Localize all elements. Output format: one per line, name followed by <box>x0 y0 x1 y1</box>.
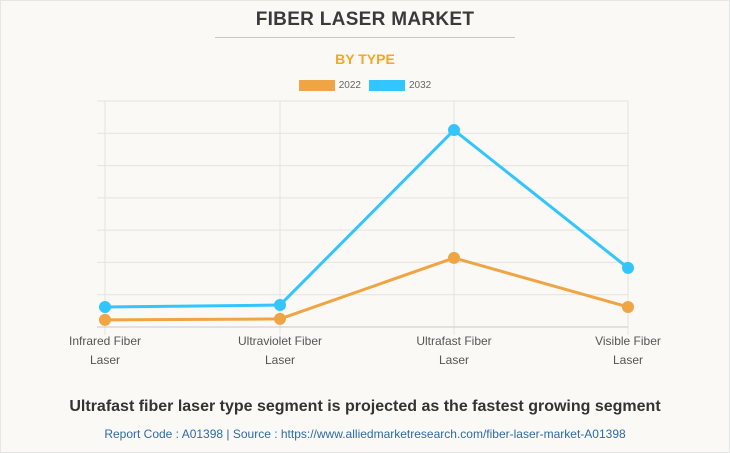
source-footer: Report Code : A01398 | Source : https://… <box>104 427 626 441</box>
legend: 2022 2032 <box>0 80 730 91</box>
x-tick-label-line: Laser <box>265 353 295 367</box>
legend-item-2032[interactable]: 2032 <box>369 80 431 91</box>
data-point-2032 <box>622 261 634 274</box>
x-tick-label: Visible Fiber Laser <box>595 334 661 367</box>
chart-headline: Ultrafast fiber laser type segment is pr… <box>69 398 661 415</box>
data-point-2032 <box>274 299 286 312</box>
x-tick-label-line: Visible Fiber <box>595 334 661 348</box>
title-divider <box>215 37 515 38</box>
data-point-2032 <box>99 300 111 313</box>
series-line-2032 <box>104 128 629 309</box>
data-point-2022 <box>274 312 286 325</box>
x-tick-label-line: Ultrafast Fiber <box>416 334 491 348</box>
legend-label-2022: 2022 <box>338 80 361 91</box>
x-tick-label: Ultrafast Fiber Laser <box>416 334 491 367</box>
data-point-2022 <box>622 300 634 313</box>
x-tick-label: Infrared Fiber Laser <box>69 334 141 367</box>
chart-subtitle: BY TYPE <box>335 51 395 67</box>
legend-item-2022[interactable]: 2022 <box>298 80 361 91</box>
x-tick-label: Ultraviolet Fiber Laser <box>238 334 322 367</box>
legend-label-2032: 2032 <box>409 80 432 91</box>
legend-swatch-2032 <box>369 80 405 91</box>
x-tick-label-line: Ultraviolet Fiber <box>238 334 322 348</box>
x-tick-label-line: Laser <box>613 353 643 367</box>
series-line-2022 <box>104 256 629 322</box>
data-point-2032 <box>448 124 460 137</box>
x-tick-label-line: Laser <box>90 353 120 367</box>
x-tick-label-line: Infrared Fiber <box>69 334 141 348</box>
legend-swatch-2022 <box>298 80 335 91</box>
data-point-2022 <box>99 313 111 326</box>
chart-title: FIBER LASER MARKET <box>255 9 475 30</box>
x-tick-label-line: Laser <box>439 353 469 367</box>
data-point-2022 <box>448 251 460 264</box>
